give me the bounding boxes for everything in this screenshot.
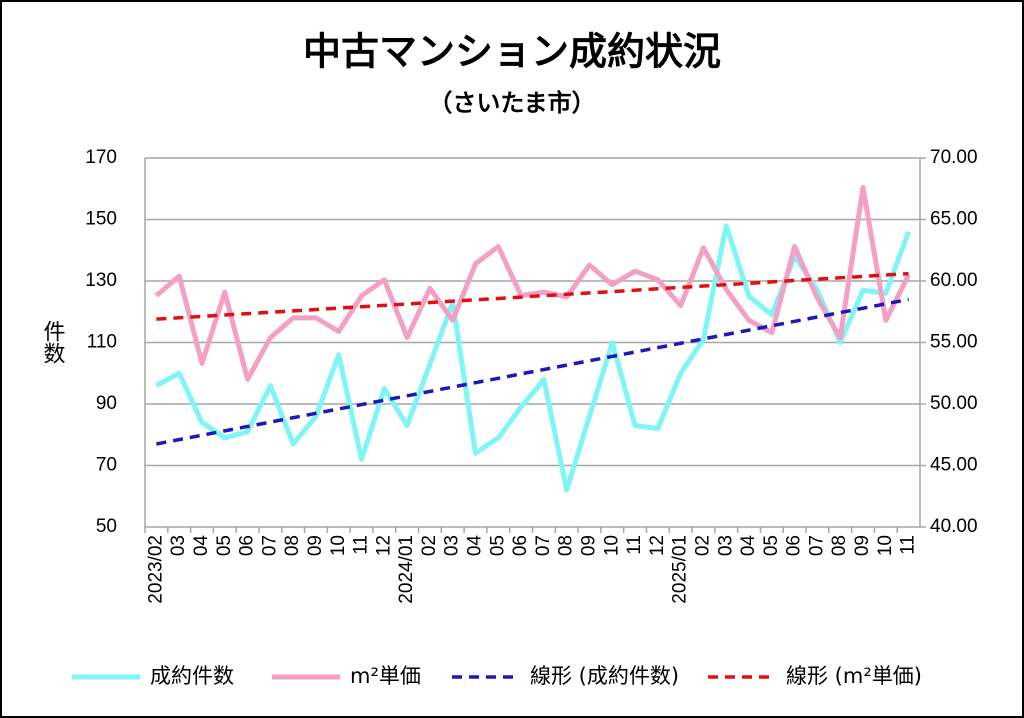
x-tick-label: 02 [419, 535, 440, 556]
x-tick-label: 07 [533, 535, 554, 556]
y2-tick-label: 45.00 [930, 455, 978, 476]
y-tick-label: 90 [96, 393, 117, 414]
x-tick-label: 02 [692, 535, 713, 556]
x-tick-label: 03 [715, 535, 736, 556]
y2-tick-label: 60.00 [930, 270, 978, 291]
x-tick-label: 06 [510, 535, 531, 556]
chart-title: 中古マンション成約状況 [303, 30, 721, 74]
x-tick-label: 10 [875, 535, 896, 556]
legend-label: 成約件数 [150, 664, 234, 688]
x-tick-label: 10 [328, 535, 349, 556]
trend-line [156, 271, 909, 321]
x-tick-label: 04 [191, 535, 212, 557]
x-tick-label: 05 [487, 535, 508, 556]
x-tick-label: 2025/01 [670, 535, 691, 604]
y2-tick-label: 55.00 [930, 332, 978, 353]
x-tick-label: 11 [898, 535, 919, 555]
y-tick-label: 50 [96, 516, 117, 537]
x-tick-label: 09 [852, 535, 873, 556]
x-tick-label: 09 [579, 535, 600, 556]
y-tick-label: 110 [87, 332, 117, 353]
x-tick-label: 12 [647, 535, 668, 556]
y2-tick-label: 70.00 [930, 147, 978, 168]
trend-line [156, 297, 909, 446]
legend-label: m²単価 [350, 664, 421, 688]
y2-tick-label: 65.00 [930, 209, 978, 230]
y-tick-label: 70 [96, 455, 117, 476]
x-tick-label: 07 [806, 535, 827, 556]
x-tick-label: 11 [351, 535, 372, 555]
x-tick-label: 12 [373, 535, 394, 556]
x-tick-label: 08 [282, 535, 303, 556]
y-axis-label: 件数 [40, 320, 66, 364]
legend-label: 線形 (成約件数) [530, 664, 679, 688]
x-tick-label: 04 [738, 535, 759, 557]
legend-label: 線形 (m²単価) [786, 664, 922, 688]
x-tick-label: 08 [829, 535, 850, 556]
data-line [154, 185, 911, 382]
x-tick-label: 07 [259, 535, 280, 556]
x-tick-label: 03 [442, 535, 463, 556]
y-tick-label: 150 [85, 209, 117, 230]
y2-tick-label: 50.00 [930, 393, 978, 414]
x-tick-label: 06 [784, 535, 805, 556]
x-tick-label: 03 [168, 535, 189, 556]
x-tick-label: 05 [214, 535, 235, 556]
x-tick-label: 2024/01 [396, 535, 417, 604]
x-tick-label: 10 [601, 535, 622, 556]
x-tick-label: 04 [465, 535, 486, 557]
x-tick-label: 06 [237, 535, 258, 556]
y2-tick-label: 40.00 [930, 516, 978, 537]
chart-subtitle: （さいたま市） [428, 89, 595, 117]
x-tick-label: 2023/02 [145, 535, 166, 604]
y-tick-label: 130 [85, 270, 117, 291]
y-tick-label: 170 [85, 147, 117, 168]
x-tick-label: 11 [624, 535, 645, 555]
x-tick-label: 08 [556, 535, 577, 556]
x-tick-label: 05 [761, 535, 782, 556]
x-tick-label: 09 [305, 535, 326, 556]
